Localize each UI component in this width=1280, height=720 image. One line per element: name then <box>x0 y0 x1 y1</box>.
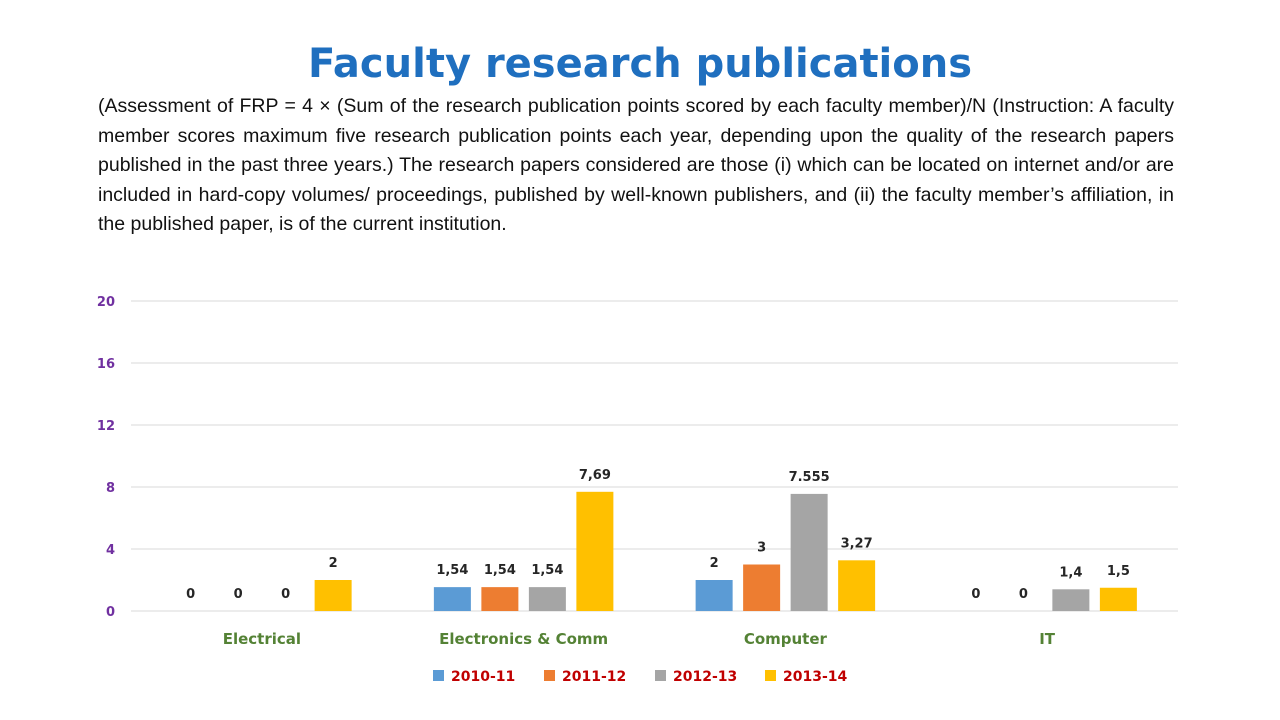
x-category-label: Electrical <box>223 630 301 648</box>
legend-swatch <box>544 670 555 681</box>
data-label: 1,54 <box>484 563 516 578</box>
data-label: 7.555 <box>789 470 830 485</box>
legend-label: 2010-11 <box>451 669 515 685</box>
legend-swatch <box>655 670 666 681</box>
legend-swatch <box>433 670 444 681</box>
bar <box>576 491 614 611</box>
bar <box>790 493 828 611</box>
data-label: 3 <box>757 541 766 556</box>
data-label: 1,54 <box>436 563 468 578</box>
data-label: 0 <box>234 587 243 602</box>
data-label: 1,4 <box>1059 565 1082 580</box>
data-label: 2 <box>710 556 719 571</box>
data-label: 1,54 <box>531 563 563 578</box>
bar <box>433 587 471 611</box>
slide-description: (Assessment of FRP = 4 × (Sum of the res… <box>98 92 1174 240</box>
y-tick-label: 20 <box>97 295 115 310</box>
data-label: 0 <box>186 587 195 602</box>
data-label: 2 <box>329 556 338 571</box>
bar <box>1052 589 1090 611</box>
data-label: 1,5 <box>1107 564 1130 579</box>
y-tick-label: 8 <box>106 481 115 496</box>
bar <box>743 564 781 611</box>
data-label: 0 <box>281 587 290 602</box>
x-category-label: IT <box>1039 630 1056 648</box>
y-tick-label: 16 <box>97 357 115 372</box>
data-label: 0 <box>971 587 980 602</box>
data-label: 7,69 <box>579 468 611 483</box>
bar <box>695 580 733 611</box>
description-text: (Assessment of FRP = 4 × (Sum of the res… <box>98 95 1174 236</box>
legend-label: 2013-14 <box>783 669 848 685</box>
bar <box>314 580 352 611</box>
legend-label: 2011-12 <box>562 669 626 685</box>
bar <box>528 587 566 611</box>
data-label: 0 <box>1019 587 1028 602</box>
slide-title: Faculty research publications <box>307 41 973 87</box>
legend-swatch <box>765 670 776 681</box>
y-tick-label: 0 <box>106 605 115 620</box>
bar <box>838 560 876 611</box>
x-category-label: Electronics & Comm <box>439 630 608 648</box>
y-tick-label: 4 <box>106 543 115 558</box>
x-category-label: Computer <box>744 630 828 648</box>
bar <box>1099 587 1137 611</box>
bar <box>481 587 519 611</box>
y-tick-label: 12 <box>97 419 115 434</box>
legend-label: 2012-13 <box>673 669 737 685</box>
data-label: 3,27 <box>841 536 873 551</box>
